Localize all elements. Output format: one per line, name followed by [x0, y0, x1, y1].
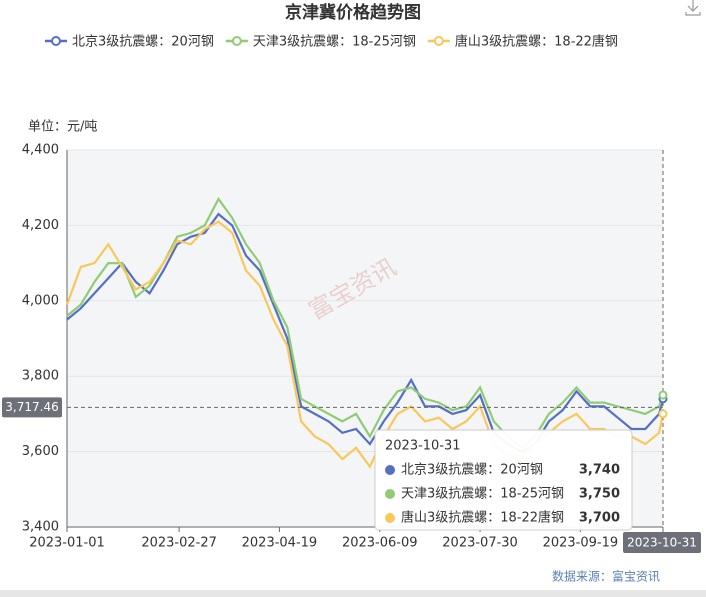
axis-pointer-y-box [2, 397, 62, 418]
y-tick-label: 4,000 [22, 293, 59, 308]
tooltip-box [374, 429, 633, 531]
download-glyph [685, 0, 701, 16]
legend-label: 天津3级抗震螺：18-25河钢 [253, 35, 416, 50]
y-tick-label: 3,800 [22, 369, 59, 384]
legend-marker [231, 36, 242, 46]
y-tick-label: 3,400 [22, 520, 59, 535]
y-tick-label: 3,600 [22, 444, 59, 459]
tooltip-series-name: 唐山3级抗震螺：18-22唐钢 [401, 510, 564, 526]
x-tick-label: 2023-02-27 [141, 536, 217, 551]
axis-pointer-y-label: 3,717.46 [5, 400, 58, 414]
legend-marker [433, 36, 444, 46]
x-tick-label: 2023-07-30 [442, 536, 518, 551]
tooltip-value: 3,700 [579, 511, 620, 526]
tooltip: 2023-10-31 北京3级抗震螺：20河钢 3,740 天津3级抗震螺：18-25… [374, 429, 633, 531]
tooltip-series-name: 北京3级抗震螺：20河钢 [401, 463, 543, 478]
x-tick-label: 2023-06-09 [342, 536, 418, 551]
x-tick-label: 2023-09-19 [543, 536, 619, 551]
tooltip-title: 2023-10-31 [385, 439, 461, 454]
download-icon[interactable] [685, 0, 701, 16]
chart-title: 京津冀价格趋势图 [285, 2, 421, 23]
tooltip-marker [385, 513, 395, 523]
legend-marker [51, 36, 61, 46]
source-note: 数据来源：富宝资讯 [552, 569, 660, 584]
legend-label: 唐山3级抗震螺：18-22唐钢 [455, 34, 618, 50]
hover-point [658, 390, 668, 400]
y-tick-label: 4,200 [22, 218, 59, 233]
tooltip-value: 3,740 [579, 463, 620, 478]
scrollbar [0, 590, 706, 597]
x-tick-label: 2023-01-01 [29, 536, 105, 551]
x-tick-label: 2023-04-19 [242, 536, 318, 551]
y-unit-label: 单位：元/吨 [28, 120, 97, 135]
axis-pointer-x-label: 2023-10-31 [627, 536, 697, 550]
tooltip-series-name: 天津3级抗震螺：18-25河钢 [401, 487, 564, 502]
axis-pointer-x-box [623, 532, 701, 553]
legend-label: 北京3级抗震螺：20河钢 [72, 35, 214, 50]
y-tick-label: 4,400 [22, 143, 59, 158]
tooltip-value: 3,750 [579, 487, 620, 502]
tooltip-marker [385, 489, 395, 499]
hover-point [658, 409, 668, 419]
tooltip-marker [385, 465, 395, 475]
series-line [65, 220, 665, 469]
series-line [66, 212, 665, 453]
